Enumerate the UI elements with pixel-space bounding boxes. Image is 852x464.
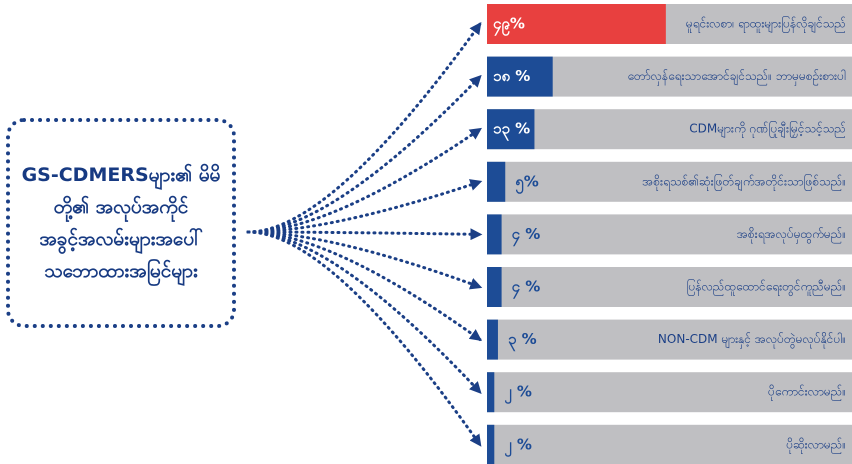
category-label: ပိုဆိုးလာမည်။ — [786, 436, 846, 454]
category-label: ပိုကောင်းလာမည်။ — [768, 384, 846, 402]
bar — [487, 161, 506, 202]
arrow — [246, 230, 482, 447]
value-label: ၂ % — [504, 383, 532, 405]
bar-background — [487, 372, 852, 413]
bar — [487, 56, 553, 97]
value-label: ၄ % — [512, 278, 541, 300]
category-label: NON-CDM များနှင့် အလုပ်တွဲမလုပ်နိုင်ပါ။ — [658, 331, 846, 349]
bar — [487, 4, 666, 44]
arrow — [246, 22, 482, 234]
bar — [487, 267, 502, 307]
arrow — [246, 230, 482, 342]
value-label: ၁၃ % — [493, 120, 530, 142]
bar — [487, 424, 495, 464]
category-label: အစိုးရအလုပ်မှထွက်မည်။ — [737, 226, 846, 244]
arrow — [246, 74, 482, 234]
category-label: CDMများကို ဂုဏ်ပြုချီးမြှင့်သင့်သည် — [689, 120, 846, 139]
value-label: ၃ % — [508, 330, 537, 352]
arrow — [246, 230, 482, 394]
bar-background — [487, 161, 852, 202]
chart-title: GS-CDMERSများ၏ မိမိတို့၏ အလုပ်အကိုင် အခွ… — [21, 164, 221, 282]
bar-background — [487, 424, 852, 464]
bar — [487, 109, 535, 150]
category-label: ပြန်လည်ထူထောင်ရေးတွင်ကူညီမည်။ — [687, 278, 846, 297]
bar — [487, 319, 498, 360]
value-label: ၄၉% — [493, 15, 525, 37]
bar-background — [487, 109, 852, 150]
bar-background — [487, 267, 852, 307]
category-label: အစိုးရသစ်၏ဆုံးဖြတ်ချက်အတိုင်းသာဖြစ်သည်။ — [642, 172, 846, 191]
arrow — [246, 127, 482, 234]
bar — [487, 372, 495, 413]
category-label: မူရင်းလစာ၊ ရာထူးများပြန်လိုချင်သည် — [686, 15, 846, 34]
value-label: ၅% — [515, 172, 538, 194]
arrow — [246, 179, 483, 234]
bar-background — [487, 214, 852, 255]
bar — [487, 214, 502, 255]
bar-background — [487, 319, 852, 360]
value-label: ၁၈ % — [493, 67, 530, 85]
title-box: GS-CDMERSများ၏ မိမိတို့၏ အလုပ်အကိုင် အခွ… — [6, 118, 236, 328]
value-label: ၂ % — [504, 435, 532, 457]
value-label: ၄ % — [512, 225, 541, 247]
category-label: တော်လှန်ရေးသာအောင်ချင်သည်။ ဘာမှမစဉ်းစားပ… — [628, 68, 847, 86]
